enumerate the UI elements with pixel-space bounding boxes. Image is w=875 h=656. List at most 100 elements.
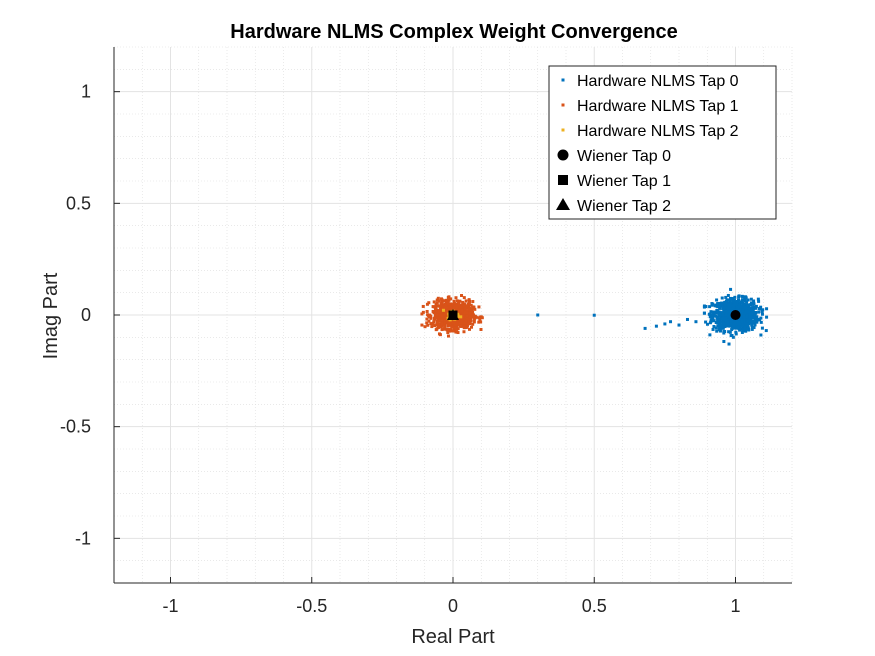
data-point xyxy=(457,317,461,321)
data-point xyxy=(446,295,450,299)
data-point xyxy=(425,309,429,313)
data-point xyxy=(708,315,712,319)
data-point xyxy=(739,305,743,309)
data-point xyxy=(715,329,719,333)
data-point xyxy=(722,306,726,310)
data-point xyxy=(479,315,483,319)
chart-title: Hardware NLMS Complex Weight Convergence xyxy=(230,21,678,43)
data-point xyxy=(760,312,764,316)
data-point xyxy=(737,294,741,298)
data-point xyxy=(744,329,748,333)
data-point xyxy=(455,306,459,310)
data-point xyxy=(654,324,658,328)
data-point xyxy=(704,320,708,324)
legend-box xyxy=(548,65,777,220)
data-point xyxy=(445,312,449,316)
data-point xyxy=(722,318,726,322)
data-point xyxy=(748,316,752,320)
data-point xyxy=(741,322,745,326)
data-point xyxy=(755,318,759,322)
data-point xyxy=(729,301,733,305)
data-point xyxy=(753,313,757,317)
legend-entry: Hardware NLMS Tap 0 xyxy=(577,73,739,90)
series-wiener-tap-0 xyxy=(730,310,741,320)
data-point xyxy=(463,311,467,315)
data-point xyxy=(728,324,732,328)
data-point xyxy=(461,300,465,304)
data-point xyxy=(454,326,458,330)
data-point xyxy=(473,307,477,311)
data-point xyxy=(685,317,689,321)
data-point xyxy=(467,327,471,331)
data-point xyxy=(728,315,732,319)
data-point xyxy=(737,298,741,302)
data-point xyxy=(438,333,442,337)
data-point xyxy=(435,320,439,324)
data-point xyxy=(430,325,434,329)
data-point xyxy=(437,299,441,303)
data-point xyxy=(724,312,728,316)
legend-marker xyxy=(557,149,569,161)
data-point xyxy=(753,318,757,322)
data-point xyxy=(708,312,712,316)
data-point xyxy=(431,305,435,309)
data-point xyxy=(459,304,463,308)
data-point xyxy=(754,316,758,320)
data-point xyxy=(722,322,726,326)
data-point xyxy=(420,312,424,316)
data-point xyxy=(705,322,709,326)
data-point xyxy=(726,298,730,302)
data-point xyxy=(738,327,742,331)
data-point xyxy=(757,299,761,303)
data-point xyxy=(434,309,438,313)
data-point xyxy=(437,304,441,308)
data-point xyxy=(454,304,458,308)
data-point xyxy=(757,310,761,314)
data-point xyxy=(738,325,742,329)
data-point xyxy=(759,316,763,320)
data-point xyxy=(710,302,714,306)
data-point xyxy=(725,323,729,327)
data-point xyxy=(720,317,724,321)
data-point xyxy=(748,311,752,315)
data-point xyxy=(740,312,744,316)
data-point xyxy=(426,313,430,317)
data-point xyxy=(746,327,750,331)
data-point xyxy=(760,326,764,330)
data-point xyxy=(449,308,453,312)
data-point xyxy=(716,318,720,322)
data-point xyxy=(759,305,763,309)
data-point xyxy=(462,330,466,334)
data-point xyxy=(461,320,465,324)
data-point xyxy=(752,326,756,330)
data-point xyxy=(467,307,471,311)
data-point xyxy=(750,325,754,329)
data-point xyxy=(454,296,458,300)
data-point xyxy=(444,316,448,320)
y-axis-label: Imag Part xyxy=(40,272,62,359)
data-point xyxy=(747,308,751,312)
data-point xyxy=(439,304,443,308)
data-point xyxy=(432,300,436,304)
data-point xyxy=(465,310,469,314)
data-point xyxy=(744,324,748,328)
data-point xyxy=(742,314,746,318)
wiener-marker-circle xyxy=(730,310,741,320)
data-point xyxy=(731,319,735,323)
data-point xyxy=(727,330,731,334)
data-point xyxy=(740,322,744,326)
data-point xyxy=(731,325,735,329)
data-point xyxy=(718,306,722,310)
data-point xyxy=(677,323,681,327)
data-point xyxy=(466,322,470,326)
data-point xyxy=(726,305,730,309)
data-point xyxy=(717,310,721,314)
data-point xyxy=(468,320,472,324)
data-point xyxy=(479,320,483,324)
data-point xyxy=(743,299,747,303)
data-point xyxy=(443,306,447,310)
data-point xyxy=(746,320,750,324)
data-point xyxy=(734,322,738,326)
data-point xyxy=(714,326,718,330)
data-point xyxy=(746,322,750,326)
